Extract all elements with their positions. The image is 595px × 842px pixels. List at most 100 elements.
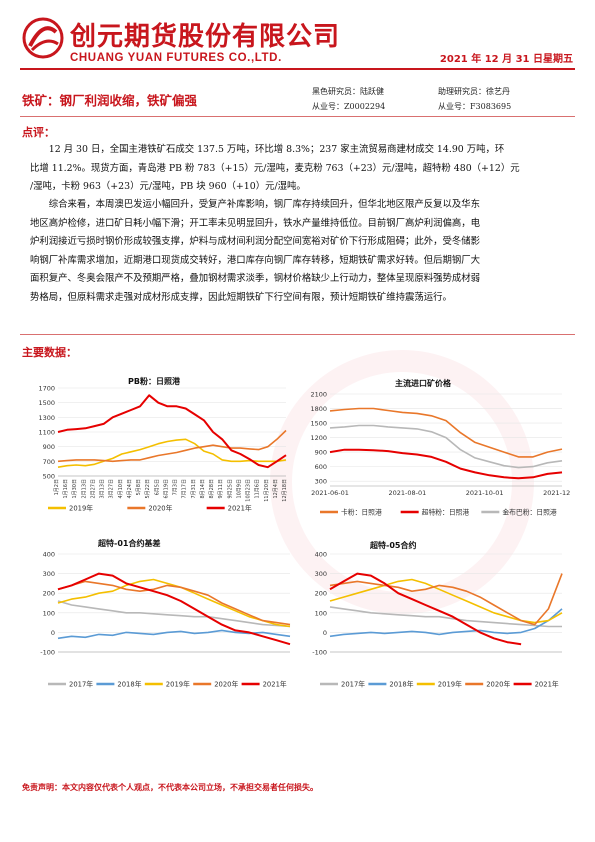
y-tick-label: 1500 [38, 399, 55, 407]
title-divider [20, 116, 575, 117]
x-tick-label: 11月6日 [255, 479, 261, 499]
company-logo-mark [22, 16, 64, 60]
y-tick-label: 1100 [38, 429, 55, 437]
x-tick-label: 7月17日 [182, 479, 188, 499]
x-tick-label: 2021-08-01 [388, 489, 426, 497]
legend-label: 2021年 [535, 680, 559, 689]
x-tick-label: 10月23日 [246, 479, 252, 502]
header-divider [20, 68, 575, 70]
series-line-3 [329, 424, 563, 469]
x-tick-label: 9月25日 [227, 479, 233, 499]
chart-panel-1: PB粉：日照港 1700 1500 1300 1100 900 700 500 1月2日 1月16… [28, 366, 298, 524]
report-date: 2021 年 12 月 31 日星期五 [439, 54, 573, 65]
x-tick-label: 9月11日 [218, 479, 224, 499]
legend-label: 2019年 [69, 504, 93, 513]
x-tick-label: 4月10日 [118, 479, 124, 499]
review-p2-line: 综合来看，本周澳巴发运小幅回升，受复产补库影响，钢厂库存持续回升，但华北地区限产… [48, 199, 481, 210]
y-tick-label: -100 [312, 649, 327, 657]
chart-panel-4: 超特-05合约 400 300 200 100 0 -100 2017年 2018年 2019年 2… [300, 534, 570, 692]
x-tick-label: 1月30日 [72, 479, 78, 499]
review-p1-line: /湿吨，卡粉 963（+23）元/湿吨，PB 块 960（+10）元/湿吨。 [30, 181, 306, 193]
disclaimer: 免责声明：本文内容仅代表个人观点，不代表本公司立场，不承担交易者任何损失。 [22, 782, 318, 792]
y-tick-label: -100 [40, 649, 55, 657]
y-tick-label: 300 [43, 570, 55, 578]
y-tick-label: 300 [315, 478, 327, 486]
x-tick-label: 10月9日 [236, 479, 242, 499]
data-heading: 主要数据： [22, 346, 77, 359]
x-tick-label: 4月24日 [127, 479, 133, 499]
x-tick-label: 8月14日 [200, 479, 206, 499]
review-p1-line: 比增 11.2%。现货方面，青岛港 PB 粉 783（+15）元/湿吨，麦克粉 … [30, 162, 520, 174]
x-tick-label: 3月27日 [109, 479, 115, 499]
data-divider [20, 334, 575, 335]
series-line-3 [57, 578, 291, 628]
lead-analyst-id: 从业号：Z0002294 [312, 102, 386, 111]
x-tick-label: 6月5日 [154, 479, 160, 495]
x-tick-label: 2021-06-01 [311, 489, 349, 497]
chart-title: 超特-01合约基差 [97, 538, 160, 548]
series-line-4 [329, 573, 563, 626]
review-p2-line: 势格局，但原料需求走强对成材形成支撑，因此短期铁矿下行空间有限，预计短期铁矿维持… [30, 291, 452, 303]
y-tick-label: 900 [315, 449, 327, 457]
legend-label: 2018年 [117, 680, 141, 689]
y-tick-label: 200 [315, 590, 327, 598]
series-line-2 [329, 608, 563, 638]
y-tick-label: 900 [43, 443, 55, 451]
y-tick-label: 300 [315, 570, 327, 578]
series-line-3 [57, 394, 287, 469]
x-tick-label: 8月28日 [209, 479, 215, 499]
x-tick-label: 7月3日 [173, 479, 179, 495]
series-line-5 [329, 572, 522, 646]
legend-label: 金布巴粉：日照港 [502, 508, 557, 517]
y-tick-label: 1500 [310, 420, 327, 428]
y-tick-label: 100 [315, 609, 327, 617]
company-name-en: CHUANG YUAN FUTURES CO.,LTD. [70, 52, 282, 64]
x-tick-label: 3月13日 [100, 479, 106, 499]
report-title: 铁矿：钢厂利润收缩，铁矿偏强 [22, 93, 198, 108]
review-p2-line: 地区高炉检修，进口矿日耗小幅下滑；开工率未见明显回升，铁水产量维持低位。目前钢厂… [30, 217, 481, 229]
y-tick-label: 1700 [38, 385, 55, 393]
legend-label: 2020年 [148, 504, 172, 513]
y-tick-label: 200 [43, 590, 55, 598]
review-p2-line: 响钢厂补库需求增加，近期港口现货成交转好，港口库存向钢厂库存转移，短期铁矿需求好… [30, 254, 481, 266]
x-tick-label: 5月22日 [145, 479, 151, 499]
y-tick-label: 400 [43, 551, 55, 559]
legend-label: 2019年 [438, 680, 462, 689]
y-tick-label: 0 [51, 629, 55, 637]
series-line-4 [57, 580, 291, 626]
y-tick-label: 0 [323, 629, 327, 637]
chart-title: PB粉：日照港 [128, 376, 181, 386]
series-line-1 [57, 438, 287, 468]
chart-basis-01: 超特-01合约基差 400 300 200 100 0 -100 2017年 2018年 2019… [40, 538, 291, 689]
y-tick-label: 500 [43, 473, 55, 481]
series-line-1 [329, 407, 563, 458]
series-line-2 [329, 448, 563, 480]
series-line-2 [57, 429, 287, 463]
x-tick-label: 7月31日 [191, 479, 197, 499]
x-tick-label: 2021-12-01 [543, 489, 570, 497]
y-tick-label: 1300 [38, 414, 55, 422]
legend-label: 2021年 [228, 504, 252, 513]
company-name-cn: 创元期货股份有限公司 [70, 22, 341, 52]
x-tick-label: 2021-10-01 [466, 489, 504, 497]
legend-label: 超特粉：日照港 [422, 508, 470, 517]
legend-label: 2017年 [341, 680, 365, 689]
x-tick-label: 6月19日 [163, 479, 169, 499]
x-tick-label: 1月16日 [63, 479, 69, 499]
y-tick-label: 100 [43, 609, 55, 617]
series-line-1 [329, 606, 562, 628]
chart-title: 主流进口矿价格 [395, 378, 452, 388]
y-tick-label: 700 [43, 458, 55, 466]
x-tick-label: 1月2日 [54, 479, 60, 495]
review-paragraph-1: 12 月 30 日，全国主港铁矿石成交 137.5 万吨，环比增 8.3%；23… [30, 141, 564, 197]
x-tick-label: 12月18日 [282, 479, 288, 502]
legend-label: 2020年 [486, 680, 510, 689]
x-tick-label: 2月13日 [81, 479, 87, 499]
legend-label: 2017年 [69, 680, 93, 689]
y-tick-label: 600 [315, 463, 327, 471]
review-heading: 点评： [22, 126, 55, 139]
review-p2-line: 面积复产、冬奥会限产不及预期严格，叠加钢材需求淡季，钢材价格缺少上行动力，整体呈… [30, 273, 481, 285]
legend-label: 2019年 [166, 680, 190, 689]
series-line-5 [57, 572, 291, 646]
